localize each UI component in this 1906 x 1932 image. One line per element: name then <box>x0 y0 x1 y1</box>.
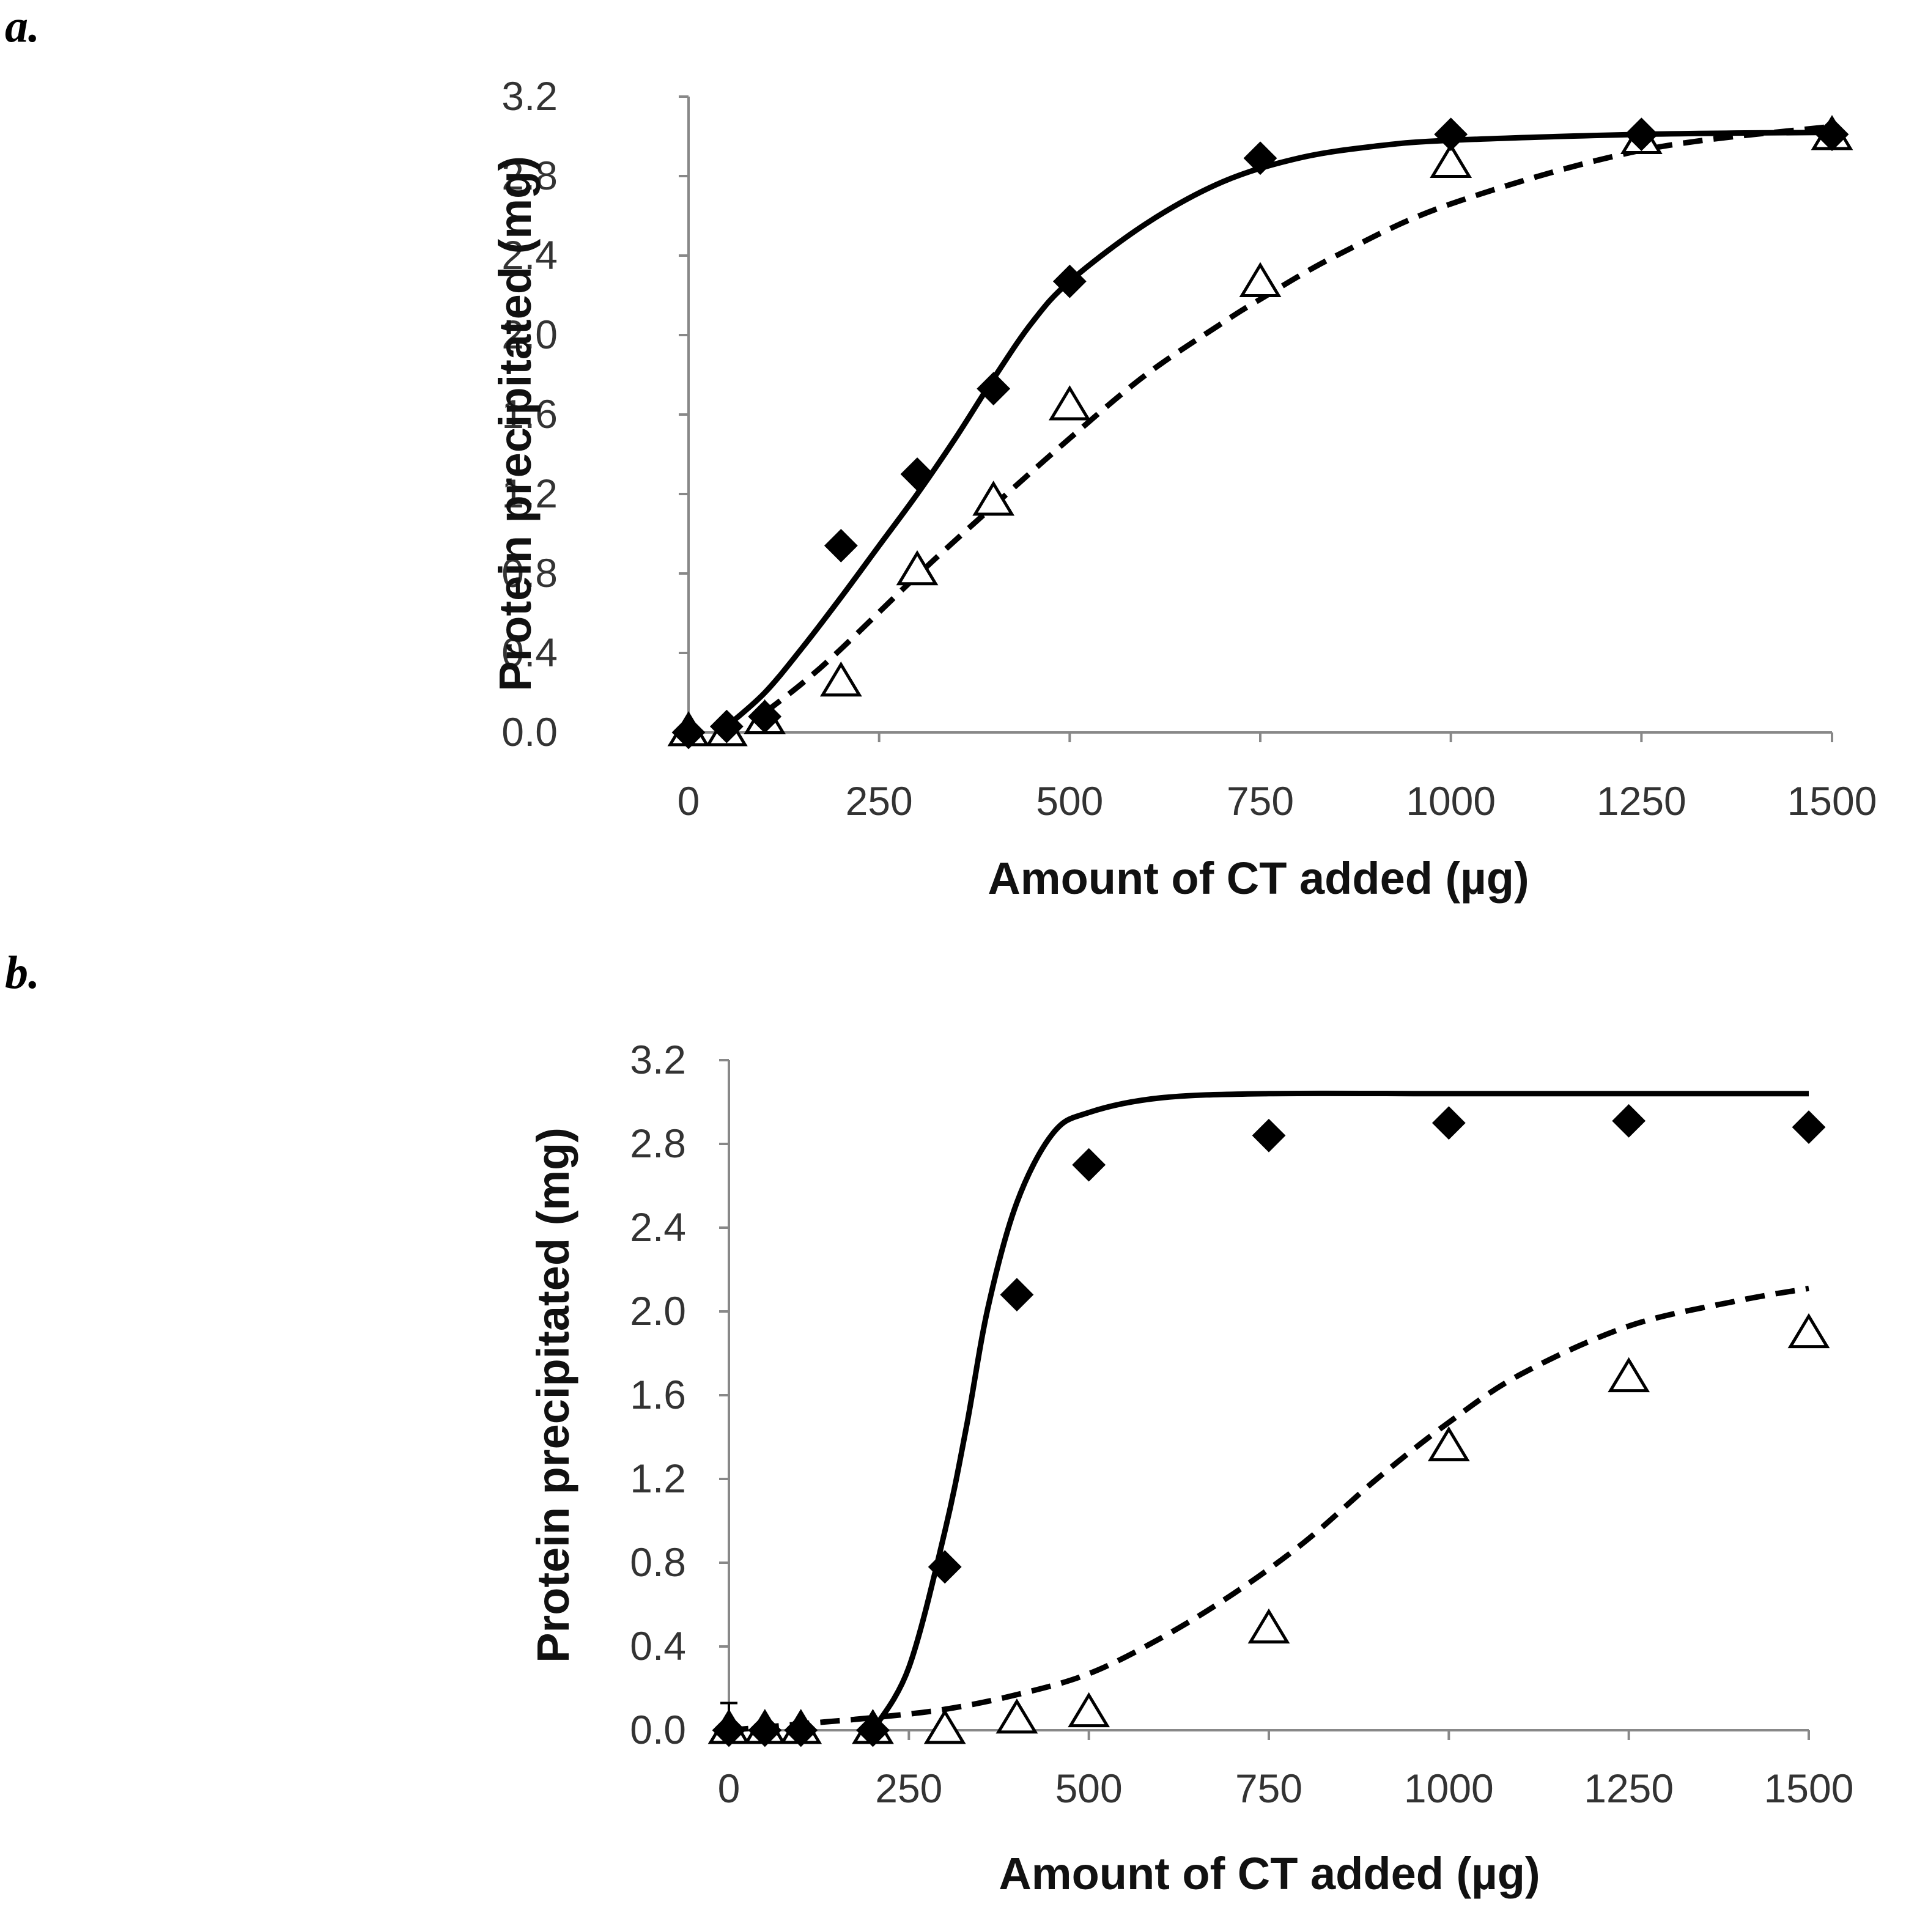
panel-b-triangle-point <box>1427 1426 1470 1462</box>
panel-a-y-axis-title: Protein precipitated (mg) <box>490 156 541 691</box>
panel-b-triangle-point <box>1068 1692 1110 1728</box>
panel-a-y-tick-label: 0.0 <box>501 709 558 754</box>
panel-a-diamond-point <box>1243 141 1277 175</box>
panel-a-x-tick-label: 250 <box>846 778 913 824</box>
panel-b-solid-fit-line <box>870 1090 1809 1732</box>
panel-b-diamond-point <box>1431 1106 1466 1140</box>
panel-b-diamond-point <box>748 1713 782 1747</box>
panel-b-diamond-point <box>1792 1110 1826 1145</box>
panel-b-x-tick-label: 1500 <box>1764 1766 1854 1811</box>
panel-a-y-tick-label: 2.8 <box>501 153 558 198</box>
panel-a-diamond-point <box>671 715 706 750</box>
panel-a-triangle-point <box>972 481 1015 516</box>
panel-a-triangle-point <box>1048 385 1091 421</box>
panel-b-diamond-point <box>1072 1148 1106 1182</box>
panel-b-diamond-point <box>1612 1104 1646 1138</box>
panel-b-x-tick-label: 0 <box>718 1766 741 1811</box>
panel-b-label: b. <box>5 947 40 998</box>
panel-a-x-tick-label: 500 <box>1036 778 1103 824</box>
panel-b-y-tick-label: 1.2 <box>630 1456 686 1501</box>
panel-b-x-tick-label: 250 <box>875 1766 942 1811</box>
panel-b-y-tick-label: 2.8 <box>630 1121 686 1166</box>
panel-a-diamond-point <box>1434 117 1468 152</box>
panel-b-diamond-point <box>856 1713 890 1747</box>
panel-b-y-tick-label: 2.0 <box>630 1288 686 1333</box>
panel-b-diamond-point <box>1252 1118 1286 1152</box>
panel-a-x-tick-label: 1250 <box>1597 778 1686 824</box>
panel-a-diamond-point <box>709 709 744 743</box>
panel-b-x-tick-label: 1000 <box>1404 1766 1494 1811</box>
panel-b-triangle-point <box>1247 1608 1290 1644</box>
panel-b-diamond-point <box>1000 1278 1034 1312</box>
panel-a-y-tick-label: 2.0 <box>501 312 558 357</box>
panel-a-diamond-point <box>1815 117 1849 152</box>
panel-a-y-tick-label: 0.8 <box>501 550 558 595</box>
panel-b-y-tick-label: 0.0 <box>630 1707 686 1752</box>
panel-a-x-tick-label: 1500 <box>1787 778 1877 824</box>
panel-a-label: a. <box>5 1 40 52</box>
panel-a-triangle-point <box>819 661 862 697</box>
panel-a-y-tick-label: 1.6 <box>501 391 558 437</box>
panel-b-y-tick-label: 0.4 <box>630 1623 686 1668</box>
panel-a-solid-fit-line <box>725 130 1833 729</box>
panel-b-diamond-point <box>784 1713 818 1747</box>
panel-b-x-axis-title: Amount of CT added (µg) <box>999 1848 1540 1899</box>
panel-a-diamond-point <box>900 457 934 491</box>
panel-b-y-axis-title: Protein precipitated (mg) <box>528 1127 578 1663</box>
panel-b-triangle-point <box>1608 1357 1650 1393</box>
chart-panel-b: 0.0 0.4 0.8 1.2 1.6 2.0 2.4 2.8 3.2 0 250 500 750 100… <box>528 1037 1854 1899</box>
panel-b-x-tick-label: 1250 <box>1584 1766 1674 1811</box>
panel-a-y-tick-label: 1.2 <box>501 471 558 516</box>
panel-b-y-tick-label: 0.8 <box>630 1539 686 1585</box>
panel-a-y-tick-label: 0.4 <box>501 630 558 675</box>
panel-b-dashed-fit-line <box>728 1285 1809 1733</box>
panel-a-x-tick-label: 750 <box>1227 778 1294 824</box>
panel-b-y-tick-label: 1.6 <box>630 1372 686 1417</box>
panel-a-diamond-point <box>977 372 1011 406</box>
panel-a-diamond-point <box>1624 117 1658 152</box>
panel-b-x-tick-label: 750 <box>1235 1766 1302 1811</box>
panel-a-triangle-point <box>896 550 939 586</box>
panel-a-triangle-point <box>1239 262 1282 297</box>
panel-b-y-tick-label: 3.2 <box>630 1037 686 1082</box>
panel-a-diamond-point <box>824 529 858 562</box>
panel-a-diamond-point <box>1052 264 1087 298</box>
panel-a-x-tick-label: 0 <box>678 778 700 824</box>
panel-b-triangle-point <box>923 1709 966 1744</box>
panel-a-triangle-point <box>1430 142 1472 178</box>
panel-a-diamond-point <box>748 699 782 734</box>
panel-b-triangle-point <box>1787 1313 1830 1349</box>
chart-panel-a: 0.0 0.4 0.8 1.2 1.6 2.0 2.4 2.8 3.2 0 250 500 750 100… <box>490 73 1877 904</box>
panel-a-y-tick-label: 3.2 <box>501 73 558 119</box>
panel-b-x-tick-label: 500 <box>1055 1766 1123 1811</box>
panel-b-y-tick-label: 2.4 <box>630 1204 686 1250</box>
panel-a-x-axis-title: Amount of CT added (µg) <box>988 853 1529 904</box>
panel-b-diamond-point <box>712 1713 746 1747</box>
panel-b-triangle-point <box>995 1698 1038 1734</box>
panel-b-diamond-point <box>928 1550 962 1584</box>
panel-a-y-tick-label: 2.4 <box>501 232 558 278</box>
panel-a-x-tick-label: 1000 <box>1406 778 1496 824</box>
panel-a-dashed-fit-line <box>763 124 1833 715</box>
